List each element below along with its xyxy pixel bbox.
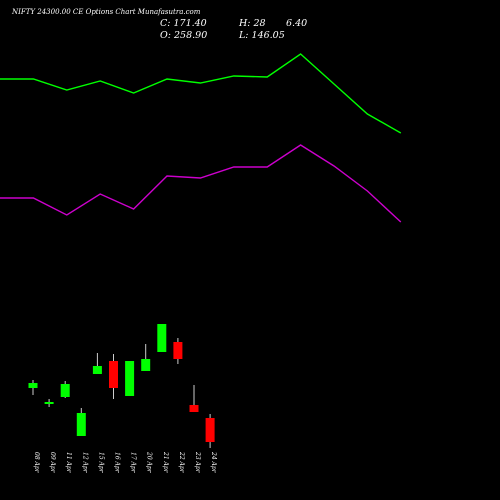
candle-body-up [125,361,135,396]
candle [173,338,183,364]
candle-body-up [60,384,70,397]
x-tick-label: 16 Apr [114,452,121,474]
lower-band-line [0,144,402,223]
high-value: H: 28 [238,18,266,29]
band-lines [0,53,402,223]
x-tick-label: 22 Apr [178,451,185,474]
candle [92,353,102,374]
candle-body-up [157,324,167,352]
x-tick-label: 11 Apr [65,452,72,474]
high-value-remainder: 6.40 [286,18,307,29]
candle [28,380,38,395]
x-tick-label: 21 Apr [162,451,169,474]
close-value: C: 171.40 [160,18,207,29]
x-axis-ticks: 08 Apr 09 Apr 11 Apr 12 Apr 15 Apr 16 Apr 17 A… [33,451,217,474]
candle-body-up [76,413,86,436]
x-tick-label: 23 Apr [194,451,201,474]
candles [28,324,215,448]
chart-title: NIFTY 24300.00 CE Options Chart Munafasu… [11,8,201,16]
x-tick-label: 17 Apr [130,452,137,474]
x-tick-label: 15 Apr [97,452,104,474]
candle-body-down [173,342,183,359]
candle [189,385,199,412]
candle-body-down [189,405,199,412]
x-tick-label: 12 Apr [81,452,88,474]
x-tick-label: 20 Apr [146,451,153,474]
candle [109,354,118,399]
candle-body-up [141,359,151,371]
candle [205,414,215,448]
low-value: L: 146.05 [238,30,285,41]
candle [76,408,86,436]
x-tick-label: 24 Apr [210,451,217,474]
upper-band-line [0,53,402,134]
candle-body-up [28,383,38,388]
x-tick-label: 09 Apr [49,452,56,474]
candle-body-up [92,366,102,374]
candle [44,399,54,407]
open-value: O: 258.90 [160,30,207,41]
candle-body-down [109,361,118,388]
x-tick-label: 08 Apr [33,452,40,474]
candle [60,381,70,398]
candle [125,361,135,396]
candle [141,344,151,371]
candle-body-up [44,402,54,404]
candle-body-down [205,418,215,442]
candle [157,324,167,352]
